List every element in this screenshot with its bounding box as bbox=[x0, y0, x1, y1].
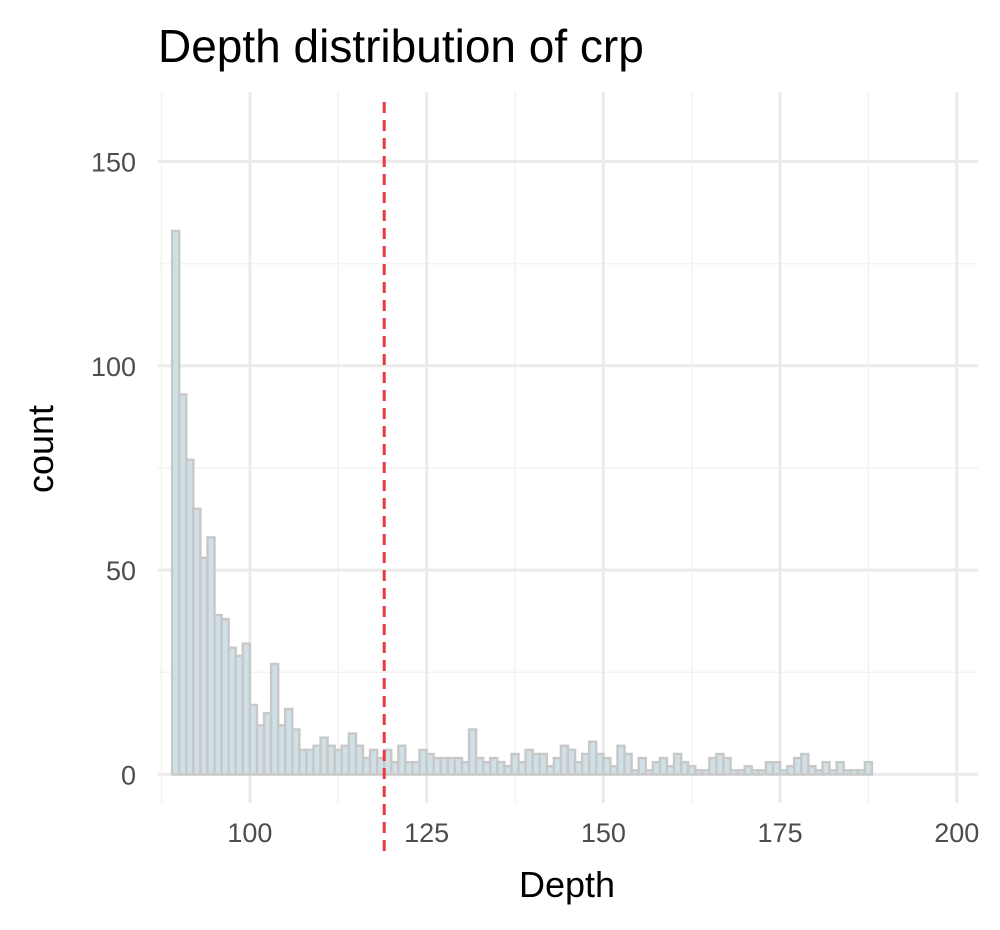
histogram-bar bbox=[637, 756, 647, 776]
x-tick-label: 175 bbox=[758, 818, 803, 848]
histogram-bar bbox=[623, 752, 633, 776]
histogram-bar bbox=[269, 662, 280, 776]
histogram-bar bbox=[863, 760, 874, 776]
y-tick-label: 0 bbox=[121, 760, 136, 790]
y-axis-title: count bbox=[20, 405, 61, 493]
histogram-bar bbox=[722, 756, 732, 776]
histogram-bar bbox=[821, 760, 831, 776]
x-tick-labels: 100 125 150 175 200 bbox=[227, 818, 979, 848]
y-tick-label: 100 bbox=[91, 352, 136, 382]
y-tick-label: 150 bbox=[91, 147, 136, 177]
histogram-bars bbox=[170, 229, 874, 776]
y-tick-labels: 0 50 100 150 bbox=[91, 147, 136, 790]
histogram-bar bbox=[771, 760, 782, 776]
histogram-bar bbox=[538, 752, 548, 776]
histogram-bar bbox=[397, 744, 407, 776]
histogram-bar bbox=[800, 752, 810, 776]
x-tick-label: 125 bbox=[404, 818, 449, 848]
grid-lines bbox=[158, 92, 978, 803]
x-axis-title: Depth bbox=[519, 864, 615, 905]
chart-title: Depth distribution of crp bbox=[158, 20, 644, 72]
x-tick-label: 150 bbox=[581, 818, 626, 848]
histogram-bar bbox=[835, 760, 845, 776]
x-tick-label: 200 bbox=[934, 818, 979, 848]
y-tick-label: 50 bbox=[106, 556, 136, 586]
histogram-bar bbox=[467, 728, 478, 776]
x-tick-label: 100 bbox=[227, 818, 272, 848]
